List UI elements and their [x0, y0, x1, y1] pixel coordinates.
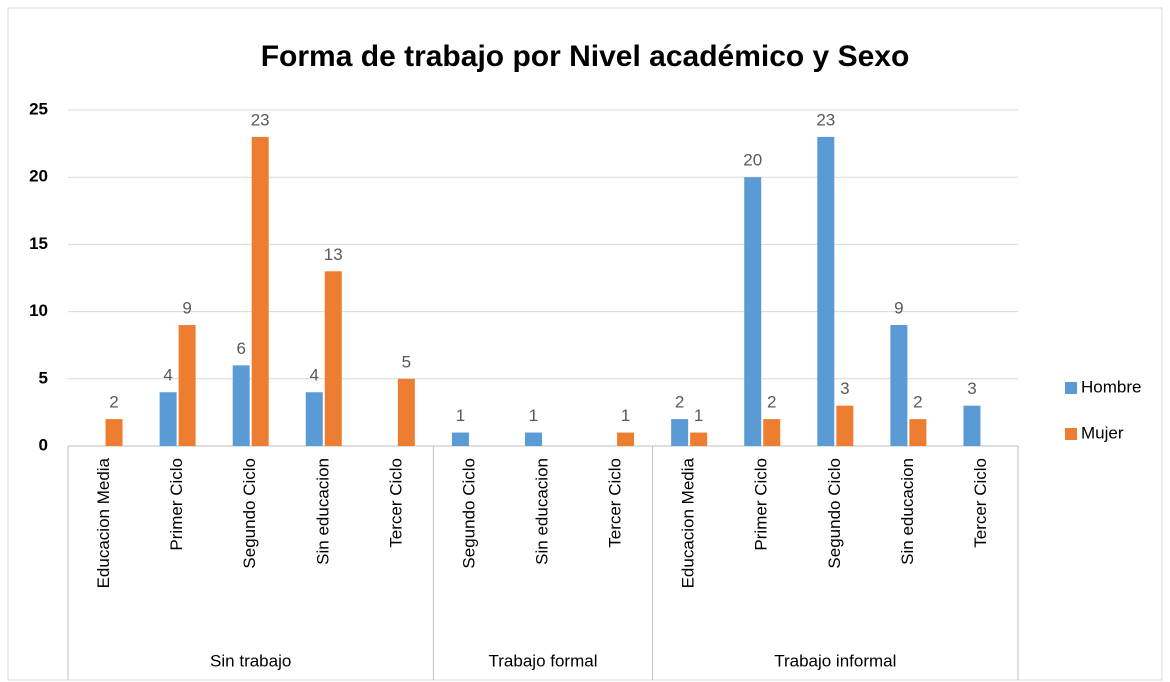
bar — [451, 432, 469, 446]
x-tick-label: Tercer Ciclo — [606, 458, 625, 548]
legend-label: Hombre — [1081, 377, 1141, 396]
bar — [909, 419, 927, 446]
y-tick-label: 5 — [39, 368, 48, 387]
bar — [525, 432, 542, 446]
x-tick-label: Segundo Ciclo — [459, 458, 478, 569]
legend-label: Mujer — [1081, 423, 1124, 442]
bar — [963, 405, 981, 446]
data-label: 2 — [109, 393, 118, 412]
data-label: 13 — [324, 245, 343, 264]
y-tick-label: 25 — [29, 99, 48, 118]
legend-swatch — [1065, 428, 1077, 440]
data-label: 1 — [621, 406, 630, 425]
chart-title: Forma de trabajo por Nivel académico y S… — [261, 40, 910, 73]
x-tick-label: Primer Ciclo — [752, 458, 771, 551]
x-tick-label: Sin educacion — [898, 458, 917, 565]
group-label: Trabajo informal — [774, 651, 896, 670]
x-tick-label: Sin educacion — [313, 458, 332, 565]
bar — [744, 177, 762, 446]
y-tick-label: 20 — [29, 167, 48, 186]
bar — [105, 419, 123, 446]
data-label: 3 — [967, 379, 976, 398]
data-label: 6 — [236, 339, 245, 358]
data-label: 23 — [251, 110, 270, 129]
data-label: 4 — [163, 366, 172, 385]
bar — [397, 378, 415, 446]
bar — [671, 419, 689, 446]
bar — [232, 365, 250, 446]
y-tick-label: 10 — [29, 301, 48, 320]
x-tick-label: Segundo Ciclo — [825, 458, 844, 569]
data-label: 9 — [894, 299, 903, 318]
bar — [251, 136, 269, 446]
data-label: 2 — [767, 393, 776, 412]
data-label: 9 — [182, 299, 191, 318]
bar — [178, 325, 196, 446]
bar — [159, 392, 177, 446]
chart-border — [7, 7, 1163, 681]
x-tick-label: Primer Ciclo — [167, 458, 186, 551]
data-label: 1 — [529, 406, 538, 425]
group-label: Sin trabajo — [210, 651, 291, 670]
data-label: 1 — [694, 406, 703, 425]
bar — [324, 271, 342, 446]
bar — [763, 419, 781, 446]
data-label: 23 — [816, 110, 835, 129]
y-tick-label: 0 — [39, 435, 48, 454]
bar — [617, 432, 635, 446]
bar — [890, 325, 908, 446]
bar — [305, 392, 323, 446]
data-label: 1 — [456, 406, 465, 425]
x-tick-label: Sin educacion — [532, 458, 551, 565]
y-tick-label: 15 — [29, 234, 48, 253]
bar — [817, 136, 835, 446]
data-label: 2 — [913, 393, 922, 412]
x-tick-label: Educacion Media — [94, 457, 113, 588]
x-tick-label: Tercer Ciclo — [971, 458, 990, 548]
data-label: 4 — [310, 366, 319, 385]
x-tick-label: Segundo Ciclo — [240, 458, 259, 569]
bar — [836, 405, 854, 446]
group-label: Trabajo formal — [489, 651, 598, 670]
bar — [690, 432, 708, 446]
x-tick-label: Tercer Ciclo — [386, 458, 405, 548]
legend-swatch — [1065, 382, 1077, 394]
data-label: 5 — [402, 352, 411, 371]
data-label: 20 — [743, 151, 762, 170]
data-label: 2 — [675, 393, 684, 412]
x-tick-label: Educacion Media — [679, 457, 698, 588]
data-label: 3 — [840, 379, 849, 398]
